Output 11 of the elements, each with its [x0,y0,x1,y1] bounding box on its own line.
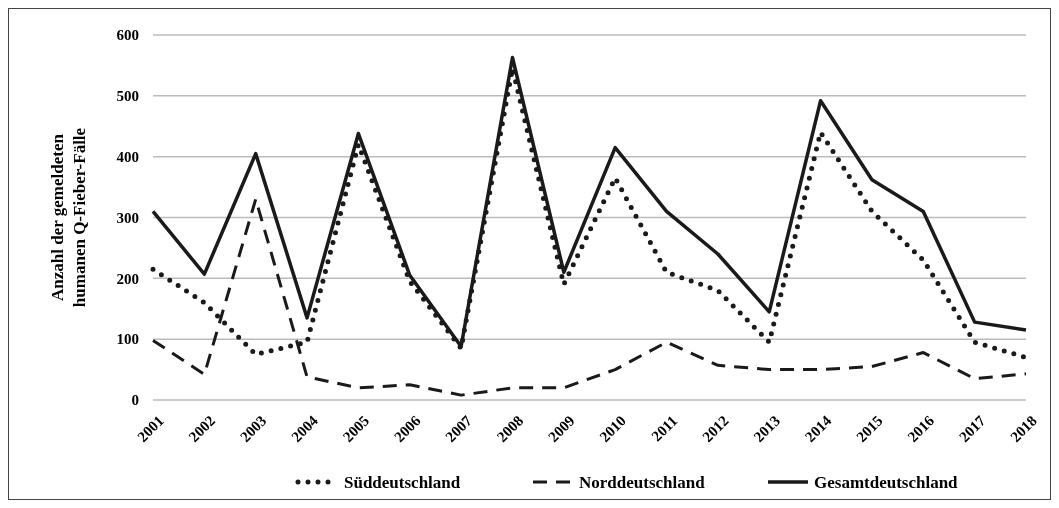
legend-label: Norddeutschland [579,472,706,492]
y-tick-label: 600 [116,27,139,44]
y-tick-label: 200 [116,270,139,287]
y-tick-label: 100 [116,331,139,348]
legend-label: Süddeutschland [344,472,461,492]
legend-label: Gesamtdeutschland [814,472,959,492]
y-tick-label: 400 [116,148,139,165]
y-axis-title: Anzahl der gemeldeten humanen Q-Fieber-Fälle [48,127,90,308]
y-tick-label: 300 [116,209,139,226]
y-tick-label: 0 [131,392,139,409]
y-tick-label: 500 [116,88,139,105]
